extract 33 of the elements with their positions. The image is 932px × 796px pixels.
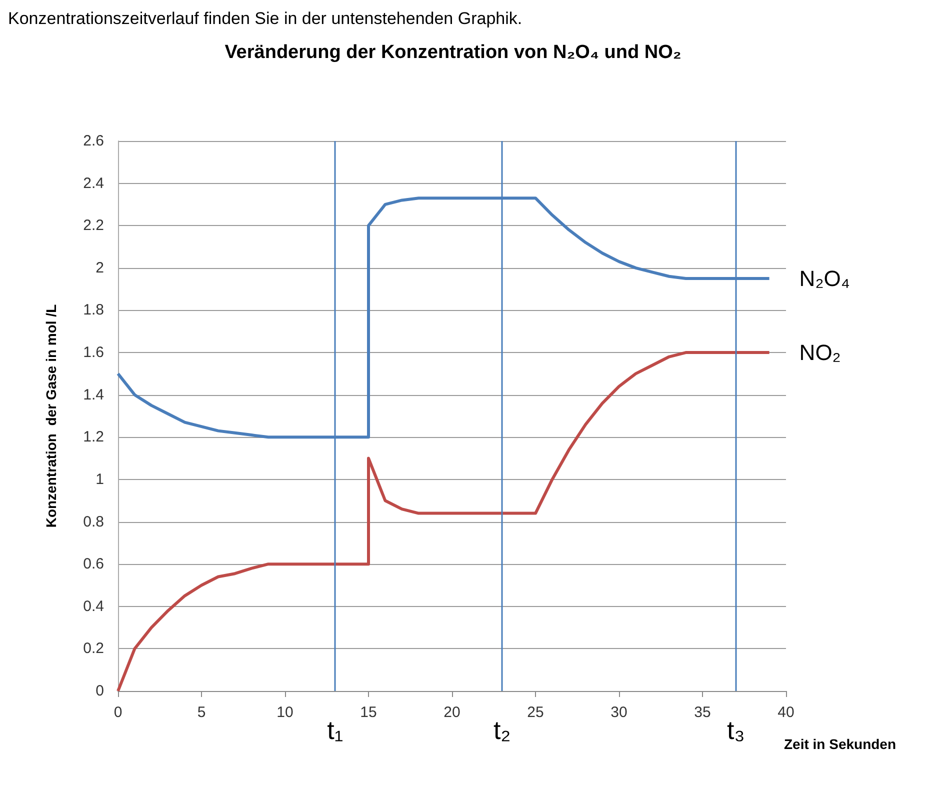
y-tick-label: 0.8	[83, 513, 104, 530]
y-tick-label: 2.4	[83, 174, 104, 192]
x-tick-label: 25	[527, 704, 544, 721]
series-label: NO₂	[799, 340, 841, 366]
y-tick-label: 1.6	[83, 344, 104, 362]
y-tick-label: 1.8	[83, 302, 104, 319]
x-tick-label: 5	[197, 704, 206, 721]
ref-line-label: t₃	[726, 715, 745, 745]
y-tick-label: 0.4	[83, 598, 104, 615]
x-axis-title: Zeit in Sekunden	[784, 736, 896, 752]
ref-line-label: t₂	[493, 715, 511, 745]
y-tick-label: 0.2	[83, 640, 104, 658]
y-tick-label: 0	[96, 682, 104, 700]
y-axis-title: Konzentration der Gase in mol /L	[43, 304, 59, 528]
y-tick-label: 1	[96, 470, 104, 488]
y-tick-label: 0.6	[83, 556, 104, 573]
x-tick-label: 35	[694, 704, 711, 721]
x-tick-label: 0	[114, 704, 122, 721]
y-tick-label: 2.6	[83, 132, 104, 150]
y-tick-label: 2	[96, 259, 104, 276]
ref-line-label: t₁	[327, 715, 344, 745]
x-tick-label: 10	[276, 704, 294, 721]
x-tick-label: 15	[360, 704, 377, 721]
x-tick-label: 40	[778, 704, 794, 721]
x-tick-label: 20	[444, 704, 460, 721]
chart-title: Veränderung der Konzentration von N₂O₄ und NO₂	[224, 42, 682, 63]
line-series	[116, 351, 771, 692]
y-tick-label: 1.2	[83, 428, 104, 446]
x-tick-label: 30	[610, 704, 628, 721]
y-tick-label: 1.4	[83, 386, 104, 404]
text: Konzentrationszeitverlauf finden Sie in der untenstehenden Graphik.	[8, 9, 522, 28]
series-label: N₂O₄	[799, 266, 850, 291]
y-tick-label: 2.2	[83, 217, 104, 234]
